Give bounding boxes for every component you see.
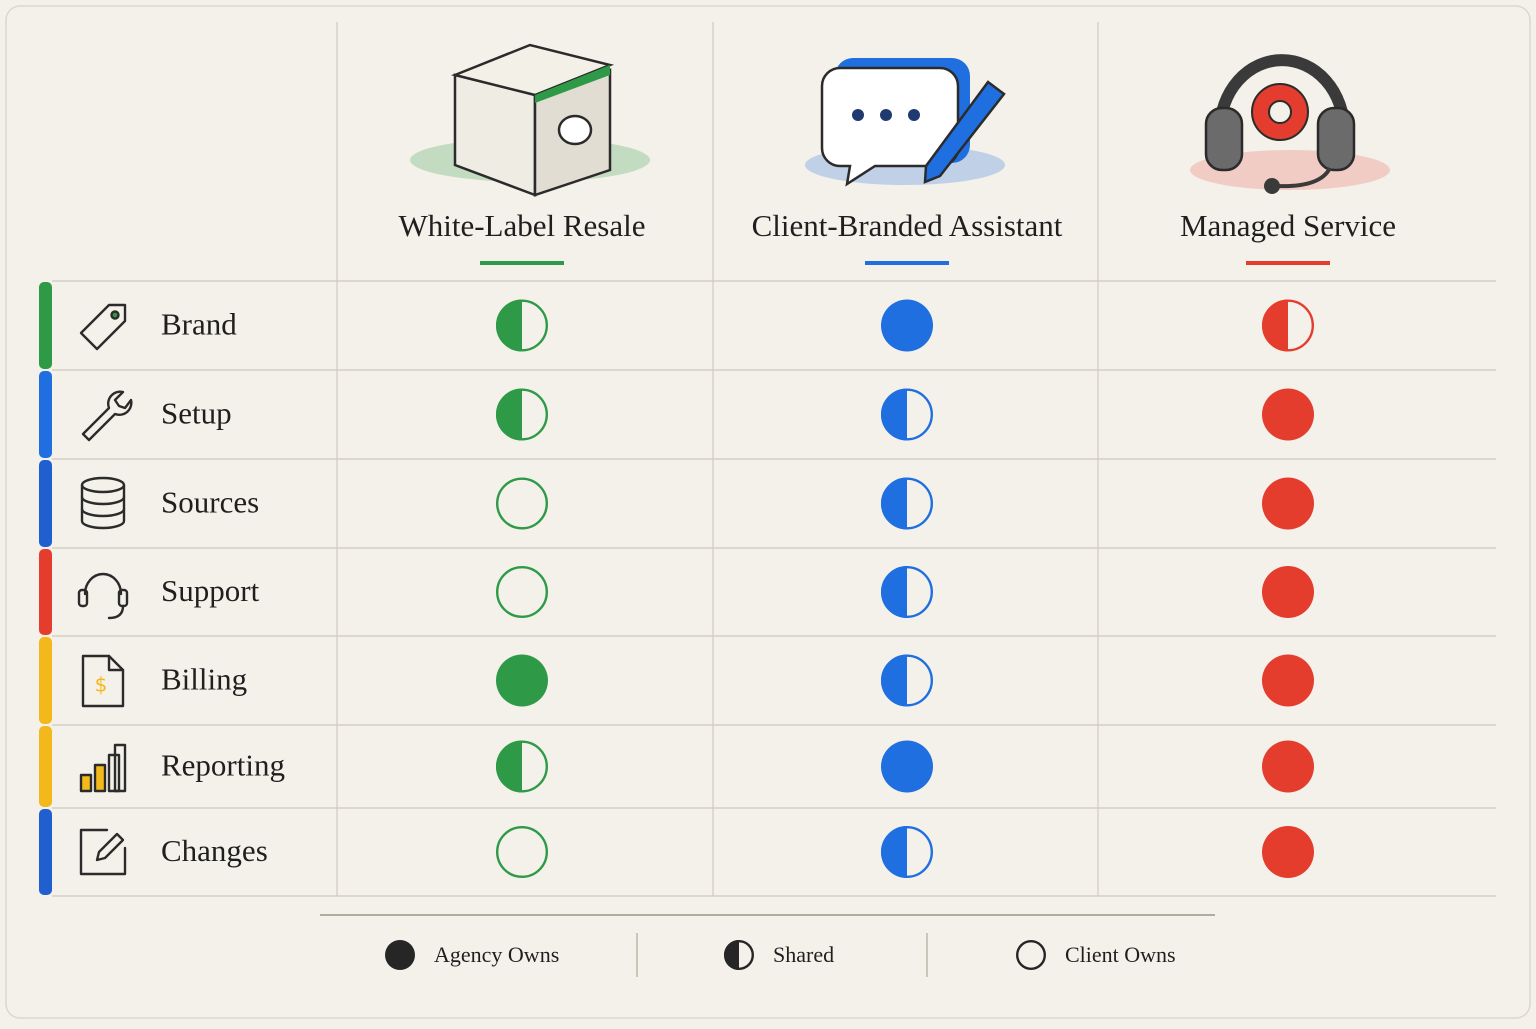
- column-title: White-Label Resale: [398, 208, 645, 243]
- column-underline: [1246, 261, 1330, 265]
- marker-half: [881, 477, 907, 530]
- marker-ring: [496, 477, 549, 530]
- row-accent: [39, 460, 52, 547]
- row-accent: [39, 549, 52, 635]
- marker-fill: [1262, 388, 1314, 441]
- row-label: Setup: [161, 396, 232, 431]
- ownership-marker: [496, 740, 549, 793]
- marker-fill: [1262, 740, 1314, 793]
- row-accent: [39, 282, 52, 369]
- ownership-marker: [881, 740, 933, 793]
- marker-fill: [1262, 654, 1314, 707]
- marker-half: [881, 826, 907, 878]
- ownership-marker: [881, 299, 933, 352]
- marker-fill: [385, 940, 415, 970]
- ownership-marker: [881, 826, 934, 879]
- marker-half: [496, 740, 522, 793]
- legend-marker: [385, 940, 415, 970]
- ownership-marker: [881, 477, 934, 530]
- frame: [5, 5, 1531, 1019]
- marker-half: [496, 299, 522, 352]
- ownership-marker: [881, 388, 934, 441]
- marker-half: [496, 388, 522, 441]
- marker-half: [1262, 299, 1288, 352]
- row-label: Billing: [161, 662, 247, 697]
- legend-label: Agency Owns: [434, 942, 559, 967]
- headset-icon: [1190, 54, 1390, 194]
- marker-ring: [496, 826, 549, 879]
- chat-icon: [805, 58, 1006, 187]
- tag-icon: [79, 303, 127, 351]
- database-icon: [80, 476, 126, 530]
- svg-text:$: $: [95, 673, 108, 697]
- row-label: Reporting: [161, 748, 285, 783]
- marker-half: [881, 388, 907, 441]
- row-accent: [39, 371, 52, 458]
- ownership-marker: [496, 826, 549, 879]
- legend-label: Shared: [773, 942, 834, 967]
- marker-half: [724, 940, 739, 970]
- marker-fill: [496, 654, 548, 707]
- marker-fill: [1262, 826, 1314, 878]
- ownership-marker: [496, 299, 549, 352]
- row-label: Changes: [161, 833, 268, 868]
- row-accent: [39, 726, 52, 807]
- legend-marker: [1016, 940, 1047, 971]
- edit-icon: [79, 828, 127, 876]
- marker-ring: [1016, 940, 1047, 971]
- column-underline: [865, 261, 949, 265]
- box-icon: [410, 43, 650, 197]
- row-accent: [39, 637, 52, 724]
- legend-label: Client Owns: [1065, 942, 1176, 967]
- wrench-icon: [81, 390, 133, 442]
- bar-chart-icon: [79, 743, 127, 793]
- marker-half: [881, 566, 907, 618]
- marker-fill: [1262, 477, 1314, 530]
- ownership-marker: [1262, 477, 1314, 530]
- ownership-marker: [881, 566, 934, 619]
- ownership-marker: [1262, 654, 1314, 707]
- ownership-marker: [1261, 299, 1314, 352]
- marker-fill: [881, 740, 933, 793]
- row-label: Brand: [161, 307, 237, 342]
- row-label: Support: [161, 573, 260, 608]
- column-title: Client-Branded Assistant: [752, 208, 1063, 243]
- ownership-marker: [1262, 740, 1314, 793]
- marker-fill: [881, 299, 933, 352]
- ownership-marker: [1262, 566, 1314, 618]
- ownership-marker: [496, 654, 548, 707]
- row-label: Sources: [161, 485, 259, 520]
- ownership-marker: [881, 654, 934, 707]
- row-accent: [39, 809, 52, 895]
- invoice-icon: $: [81, 654, 125, 708]
- marker-ring: [496, 566, 549, 619]
- marker-half: [881, 654, 907, 707]
- legend-marker: [724, 940, 755, 971]
- table-content: White-Label Resale Client-Branded Assista…: [39, 22, 1496, 977]
- ownership-marker: [496, 388, 549, 441]
- ownership-marker: [496, 566, 549, 619]
- column-title: Managed Service: [1180, 208, 1396, 243]
- headset-small-icon: [77, 572, 129, 620]
- ownership-marker: [496, 477, 549, 530]
- ownership-marker: [1262, 388, 1314, 441]
- column-underline: [480, 261, 564, 265]
- ownership-marker: [1262, 826, 1314, 878]
- marker-fill: [1262, 566, 1314, 618]
